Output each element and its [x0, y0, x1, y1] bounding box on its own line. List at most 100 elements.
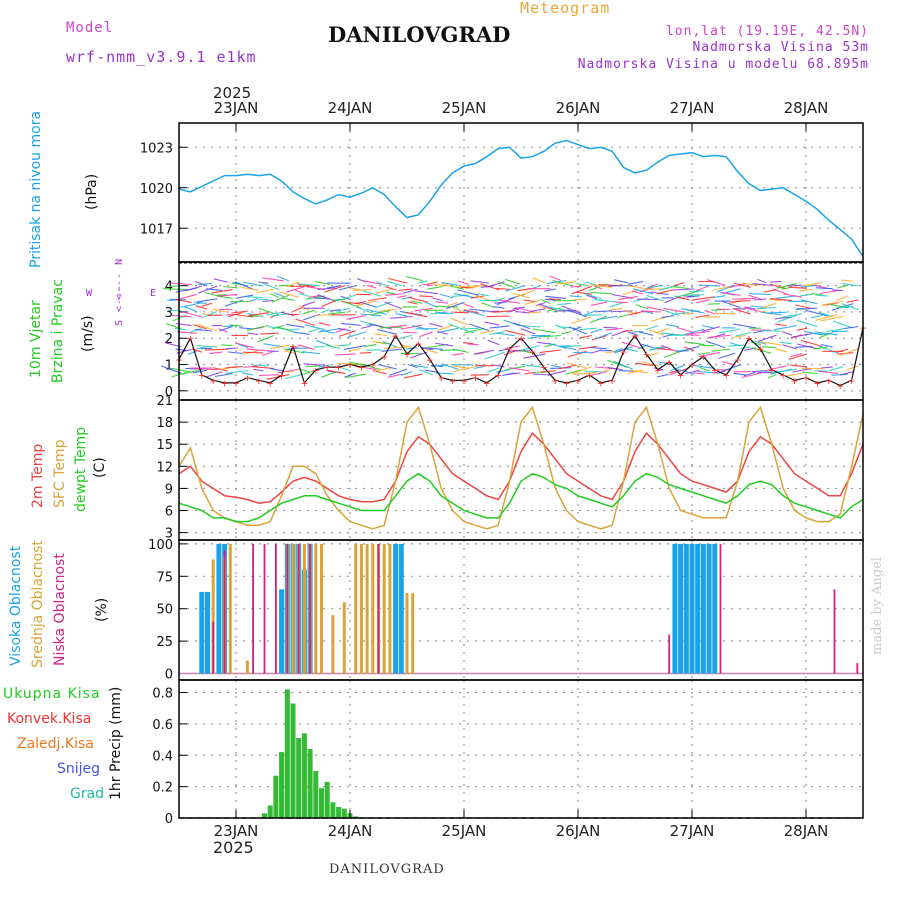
wind-arrow: [314, 280, 331, 285]
wind-arrow: [801, 371, 818, 375]
wind-arrow: [196, 298, 218, 303]
wind-arrow: [337, 327, 351, 332]
wind-arrow: [696, 284, 710, 292]
wind-arrow: [733, 372, 746, 376]
bottom-date-label: 25JAN: [441, 822, 487, 840]
wind-arrow: [278, 291, 300, 298]
y-tick-label: 0: [165, 385, 173, 400]
mid-cloud-bar: [331, 615, 335, 674]
wind-arrow: [522, 325, 541, 328]
wind-arrow: [266, 311, 285, 316]
wind-arrow: [344, 301, 361, 309]
precip-bar: [267, 805, 273, 818]
wind-speed-marker: +: [335, 361, 342, 374]
wind-arrow: [538, 303, 556, 311]
wind-arrow: [520, 344, 541, 351]
wind-arrow: [670, 364, 685, 372]
wind-arrow: [218, 295, 233, 299]
wind-arrow: [321, 371, 336, 378]
wind-arrow: [463, 341, 474, 345]
wind-arrow: [837, 284, 849, 289]
wind-arrow: [729, 283, 746, 289]
wind-arrow: [298, 344, 315, 351]
wind-arrow: [802, 281, 823, 287]
mid-cloud-bar: [354, 543, 358, 674]
wind-arrow: [670, 285, 690, 290]
wind-speed-marker: +: [632, 330, 639, 343]
wind-arrow: [701, 324, 715, 329]
wind-arrow: [806, 309, 828, 317]
high-cloud-bar: [700, 543, 706, 674]
wind-arrow: [791, 333, 813, 338]
wind-arrow: [364, 343, 377, 348]
y-tick-label: 100: [148, 538, 173, 553]
wind-arrow: [545, 295, 567, 299]
compass-w-label: W: [86, 288, 94, 299]
y-tick-label: 75: [156, 570, 173, 585]
wind-arrow: [499, 299, 520, 304]
wind-arrow: [201, 310, 218, 319]
wind-arrow: [477, 293, 490, 297]
wind-arrow: [180, 302, 202, 308]
wind-arrow: [796, 327, 808, 331]
wind-arrow: [381, 348, 402, 352]
wind-arrow: [591, 349, 603, 354]
wind-arrow: [319, 322, 331, 326]
wind-arrow: [676, 326, 695, 334]
wind-arrow: [489, 310, 500, 313]
wind-arrow: [706, 340, 726, 349]
high-cloud-bar: [393, 543, 399, 674]
wind-speed-marker: +: [757, 343, 764, 356]
wind-arrow: [524, 371, 536, 375]
wind-arrow: [253, 368, 264, 372]
legend-hail: Grad: [70, 786, 105, 802]
wind-arrow: [464, 303, 474, 309]
wind-arrow: [716, 284, 736, 293]
wind-speed-marker: +: [768, 364, 775, 377]
wind-arrow: [846, 299, 859, 303]
low-cloud-bar: [263, 543, 266, 674]
wind-speed-marker: +: [495, 369, 502, 382]
wind-speed-marker: +: [198, 369, 205, 382]
wind-speed-marker: +: [803, 372, 810, 385]
high-cloud-bar: [683, 543, 689, 674]
wind-arrow: [712, 285, 731, 292]
wind-arrow: [513, 322, 531, 330]
wind-arrow: [796, 343, 818, 350]
wind-arrow: [294, 289, 305, 295]
wind-speed-marker: +: [381, 351, 388, 364]
wind-arrow: [237, 343, 249, 349]
wind-arrow: [749, 293, 772, 296]
wind-arrow: [584, 309, 597, 316]
wind-arrow: [645, 325, 659, 331]
wind-arrow: [276, 275, 290, 282]
wind-arrow: [228, 351, 243, 355]
temp2m-line: [178, 432, 864, 504]
wind-arrow: [539, 349, 561, 354]
page-title: DANILOVGRAD: [328, 22, 511, 47]
high-cloud-bar: [678, 543, 684, 674]
wind-arrow: [405, 275, 423, 282]
wind-arrow: [398, 288, 413, 291]
wind-speed-marker: +: [791, 374, 798, 387]
wind-arrow: [596, 310, 613, 313]
wind-arrow: [612, 310, 633, 313]
wind-arrow: [532, 277, 546, 284]
wind-arrow: [452, 368, 464, 373]
elevation-label: Nadmorska Visina 53m: [692, 40, 869, 55]
wind-speed-marker: +: [746, 332, 753, 345]
y-tick-label: 9: [165, 482, 173, 497]
wind-arrow: [205, 371, 223, 378]
wind-arrow: [447, 301, 459, 307]
wind-arrow: [678, 290, 700, 298]
bottom-date-label: 24JAN: [327, 822, 373, 840]
wind-arrow: [484, 351, 505, 360]
wind-arrow: [527, 334, 551, 339]
y-tick-label: 1: [165, 359, 173, 374]
wind-arrow: [819, 290, 838, 295]
mid-cloud-bar: [211, 559, 215, 674]
wind-arrow: [474, 349, 495, 355]
wind-arrow: [223, 285, 238, 289]
wind-arrow: [783, 293, 803, 298]
